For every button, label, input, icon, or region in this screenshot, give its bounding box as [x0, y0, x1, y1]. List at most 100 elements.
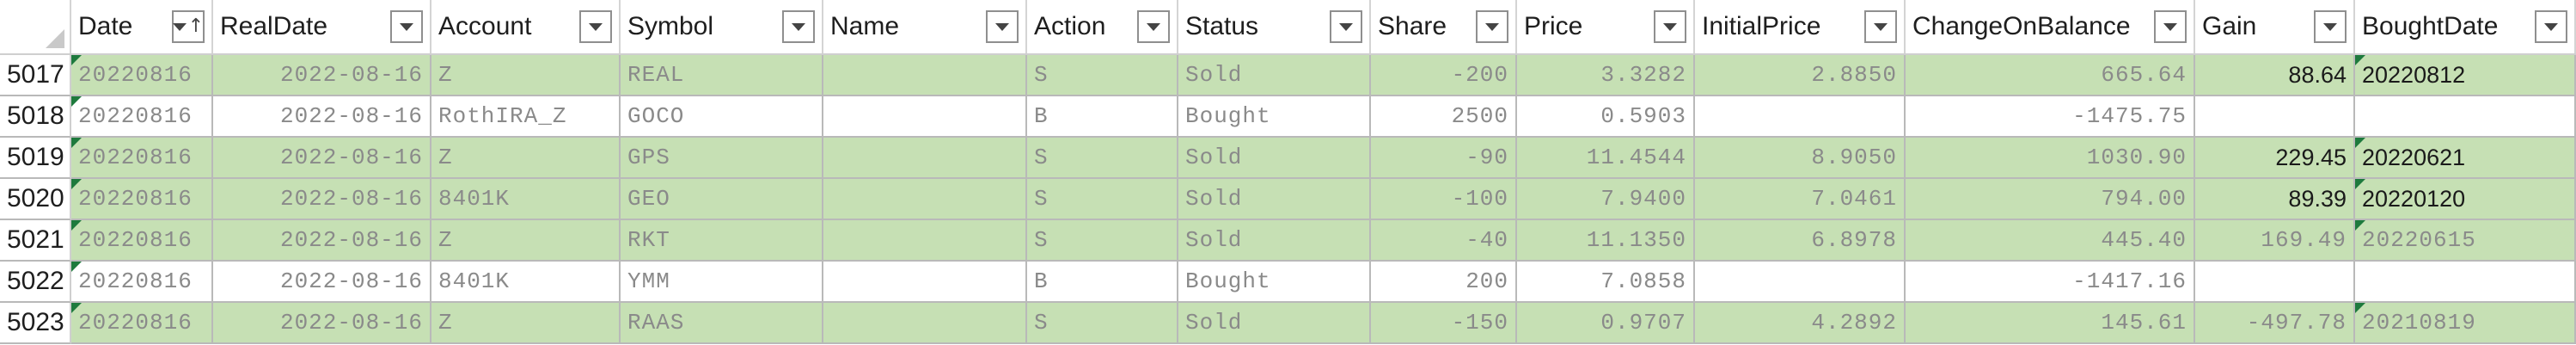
- cell-bought[interactable]: [2355, 96, 2576, 138]
- cell-name[interactable]: [823, 179, 1027, 220]
- cell-gain[interactable]: [2195, 96, 2355, 138]
- cell-action[interactable]: B: [1027, 96, 1178, 138]
- cell-bought[interactable]: [2355, 262, 2576, 303]
- cell-realdate[interactable]: 2022-08-16: [213, 138, 431, 179]
- row-number[interactable]: 5020: [0, 179, 71, 220]
- cell-name[interactable]: [823, 55, 1027, 96]
- cell-price[interactable]: 3.3282: [1517, 55, 1695, 96]
- cell-bought[interactable]: 20220621: [2355, 138, 2576, 179]
- cell-symbol[interactable]: GOCO: [621, 96, 823, 138]
- header-account[interactable]: Account: [431, 0, 621, 53]
- filter-button[interactable]: [2535, 10, 2567, 43]
- cell-initial[interactable]: 8.9050: [1695, 138, 1906, 179]
- row-number[interactable]: 5018: [0, 96, 71, 138]
- cell-change[interactable]: -1417.16: [1906, 262, 2195, 303]
- cell-date[interactable]: 20220816: [71, 138, 213, 179]
- filter-sort-button[interactable]: ↑: [172, 10, 205, 43]
- cell-price[interactable]: 0.5903: [1517, 96, 1695, 138]
- header-realdate[interactable]: RealDate: [213, 0, 431, 53]
- header-share[interactable]: Share: [1371, 0, 1517, 53]
- cell-realdate[interactable]: 2022-08-16: [213, 96, 431, 138]
- cell-action[interactable]: S: [1027, 55, 1178, 96]
- cell-account[interactable]: Z: [431, 138, 621, 179]
- cell-name[interactable]: [823, 220, 1027, 262]
- cell-action[interactable]: S: [1027, 220, 1178, 262]
- cell-bought[interactable]: 20220812: [2355, 55, 2576, 96]
- cell-realdate[interactable]: 2022-08-16: [213, 303, 431, 344]
- cell-symbol[interactable]: RKT: [621, 220, 823, 262]
- filter-button[interactable]: [986, 10, 1019, 43]
- filter-button[interactable]: [1654, 10, 1686, 43]
- row-number[interactable]: 5017: [0, 55, 71, 96]
- cell-change[interactable]: -1475.75: [1906, 96, 2195, 138]
- cell-initial[interactable]: [1695, 262, 1906, 303]
- filter-button[interactable]: [782, 10, 815, 43]
- cell-gain[interactable]: 229.45: [2195, 138, 2355, 179]
- header-status[interactable]: Status: [1178, 0, 1371, 53]
- cell-date[interactable]: 20220816: [71, 262, 213, 303]
- cell-symbol[interactable]: RAAS: [621, 303, 823, 344]
- cell-share[interactable]: -200: [1371, 55, 1517, 96]
- cell-account[interactable]: 8401K: [431, 262, 621, 303]
- cell-change[interactable]: 794.00: [1906, 179, 2195, 220]
- cell-symbol[interactable]: REAL: [621, 55, 823, 96]
- header-changeonbalance[interactable]: ChangeOnBalance: [1906, 0, 2195, 53]
- cell-status[interactable]: Sold: [1178, 55, 1371, 96]
- filter-button[interactable]: [1330, 10, 1362, 43]
- cell-price[interactable]: 7.9400: [1517, 179, 1695, 220]
- cell-action[interactable]: S: [1027, 179, 1178, 220]
- row-number[interactable]: 5023: [0, 303, 71, 344]
- select-all-corner[interactable]: [0, 0, 71, 53]
- cell-status[interactable]: Bought: [1178, 96, 1371, 138]
- cell-initial[interactable]: 7.0461: [1695, 179, 1906, 220]
- header-symbol[interactable]: Symbol: [621, 0, 823, 53]
- cell-share[interactable]: 2500: [1371, 96, 1517, 138]
- header-name[interactable]: Name: [823, 0, 1027, 53]
- cell-realdate[interactable]: 2022-08-16: [213, 179, 431, 220]
- cell-initial[interactable]: 6.8978: [1695, 220, 1906, 262]
- filter-button[interactable]: [1476, 10, 1508, 43]
- cell-bought[interactable]: 20210819: [2355, 303, 2576, 344]
- cell-name[interactable]: [823, 138, 1027, 179]
- filter-button[interactable]: [390, 10, 423, 43]
- cell-account[interactable]: RothIRA_Z: [431, 96, 621, 138]
- cell-date[interactable]: 20220816: [71, 303, 213, 344]
- row-number[interactable]: 5021: [0, 220, 71, 262]
- header-boughtdate[interactable]: BoughtDate: [2355, 0, 2576, 53]
- cell-initial[interactable]: [1695, 96, 1906, 138]
- cell-status[interactable]: Sold: [1178, 138, 1371, 179]
- filter-button[interactable]: [579, 10, 612, 43]
- filter-button[interactable]: [1864, 10, 1897, 43]
- cell-share[interactable]: -90: [1371, 138, 1517, 179]
- row-number[interactable]: 5022: [0, 262, 71, 303]
- cell-change[interactable]: 665.64: [1906, 55, 2195, 96]
- header-date[interactable]: Date ↑: [71, 0, 213, 53]
- cell-name[interactable]: [823, 262, 1027, 303]
- cell-status[interactable]: Sold: [1178, 179, 1371, 220]
- cell-initial[interactable]: 2.8850: [1695, 55, 1906, 96]
- cell-bought[interactable]: 20220615: [2355, 220, 2576, 262]
- cell-gain[interactable]: -497.78: [2195, 303, 2355, 344]
- row-number[interactable]: 5019: [0, 138, 71, 179]
- cell-date[interactable]: 20220816: [71, 220, 213, 262]
- cell-gain[interactable]: 89.39: [2195, 179, 2355, 220]
- cell-change[interactable]: 1030.90: [1906, 138, 2195, 179]
- cell-initial[interactable]: 4.2892: [1695, 303, 1906, 344]
- cell-status[interactable]: Sold: [1178, 220, 1371, 262]
- cell-share[interactable]: -100: [1371, 179, 1517, 220]
- cell-account[interactable]: Z: [431, 303, 621, 344]
- cell-share[interactable]: 200: [1371, 262, 1517, 303]
- cell-date[interactable]: 20220816: [71, 96, 213, 138]
- cell-share[interactable]: -150: [1371, 303, 1517, 344]
- cell-price[interactable]: 7.0858: [1517, 262, 1695, 303]
- cell-action[interactable]: S: [1027, 303, 1178, 344]
- cell-date[interactable]: 20220816: [71, 179, 213, 220]
- cell-gain[interactable]: 169.49: [2195, 220, 2355, 262]
- cell-gain[interactable]: [2195, 262, 2355, 303]
- cell-symbol[interactable]: YMM: [621, 262, 823, 303]
- header-initialprice[interactable]: InitialPrice: [1695, 0, 1906, 53]
- cell-name[interactable]: [823, 96, 1027, 138]
- cell-realdate[interactable]: 2022-08-16: [213, 55, 431, 96]
- filter-button[interactable]: [2314, 10, 2347, 43]
- cell-status[interactable]: Sold: [1178, 303, 1371, 344]
